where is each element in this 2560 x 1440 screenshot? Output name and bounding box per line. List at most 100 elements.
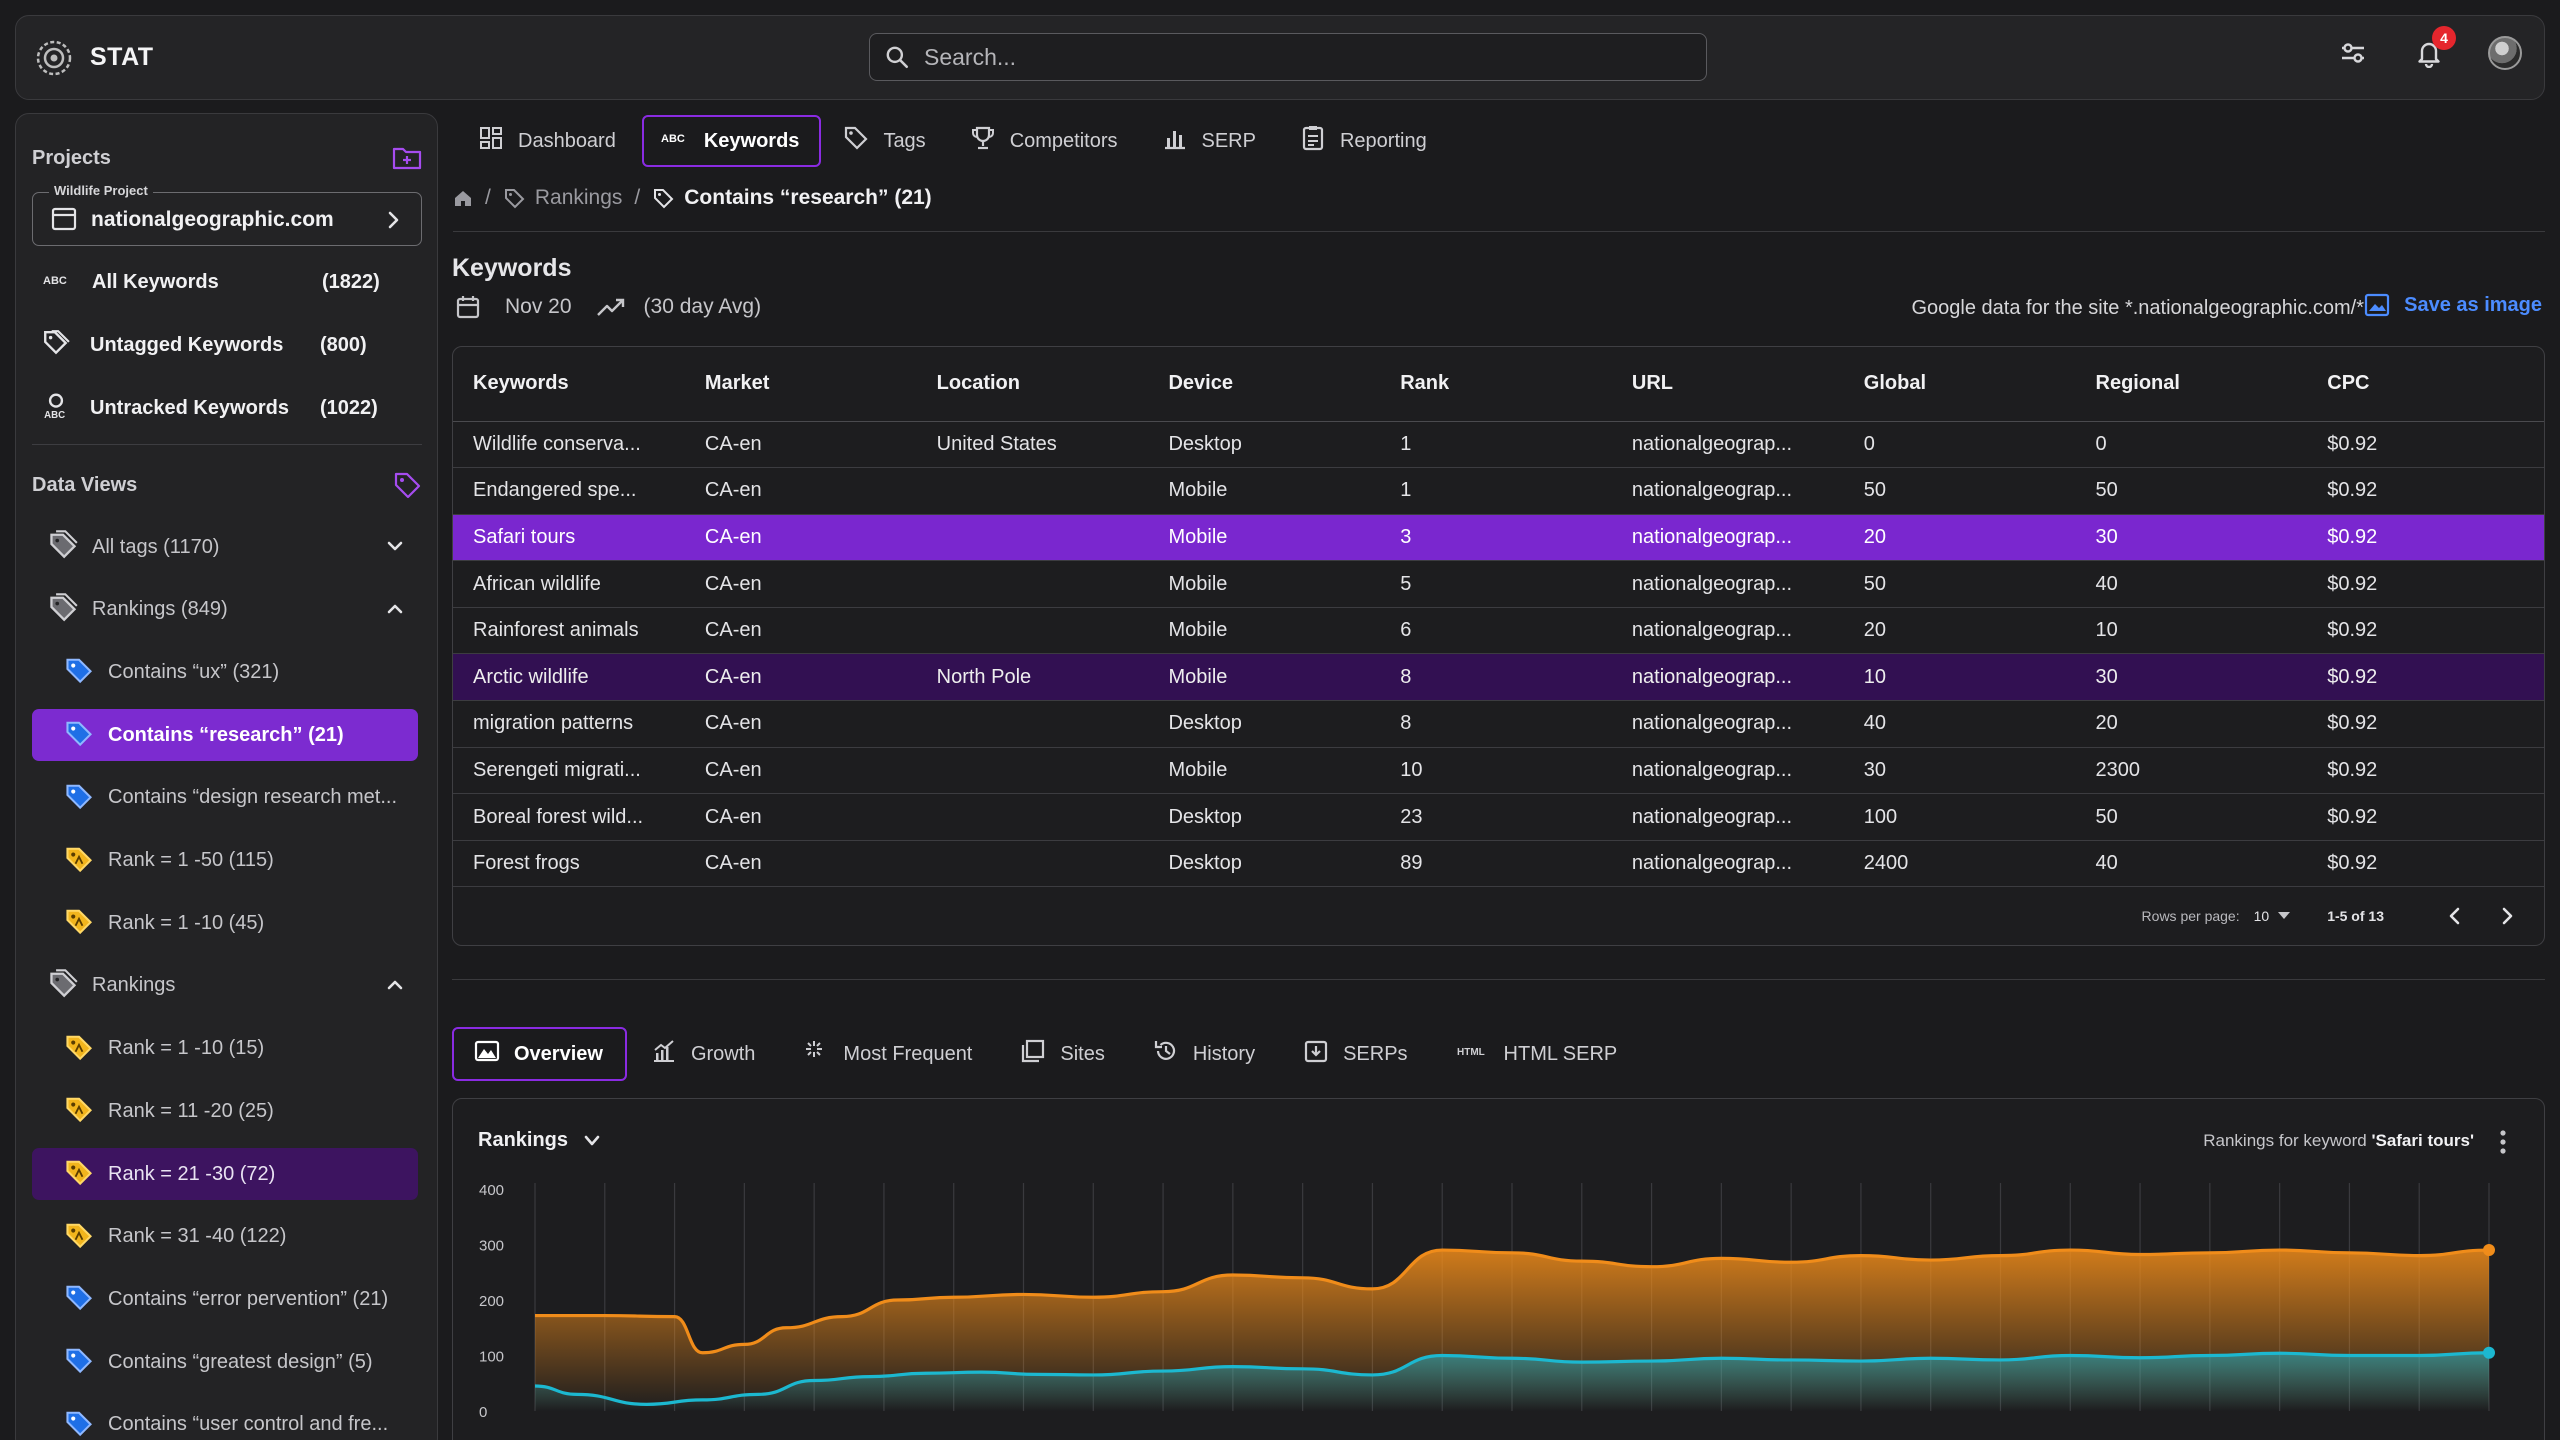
keyword-tag-icon	[64, 1281, 94, 1317]
table-row[interactable]: Endangered spe... CA-en Mobile 1 nationalgeo…	[453, 467, 2544, 515]
date-row: Nov 20 (30 day Avg)	[455, 294, 761, 320]
data-view-item[interactable]: Contains “ux” (321)	[32, 646, 418, 698]
chevron-up-icon[interactable]	[384, 598, 406, 620]
data-view-item[interactable]: Rankings (849)	[32, 584, 418, 636]
table-row[interactable]: Rainforest animals CA-en Mobile 6 nationalge…	[453, 607, 2544, 655]
subtab-most-frequent[interactable]: Most Frequent	[781, 1027, 996, 1081]
tab-label: Dashboard	[518, 129, 616, 152]
add-folder-icon[interactable]	[392, 144, 422, 172]
table-row[interactable]: Safari tours CA-en Mobile 3 nationalgeograp.…	[453, 514, 2544, 562]
more-vertical-icon[interactable]	[2498, 1129, 2508, 1155]
save-as-image-button[interactable]: Save as image	[2364, 293, 2542, 317]
keyword-group-item[interactable]: Untagged Keywords (800)	[42, 325, 422, 365]
project-selector[interactable]: Wildlife Project nationalgeographic.com	[32, 183, 422, 246]
data-view-item[interactable]: Rank = 21 -30 (72)	[32, 1148, 418, 1200]
rank-tag-icon	[64, 905, 94, 941]
app-name: STAT	[90, 43, 154, 71]
untracked-icon: ABC	[42, 392, 70, 425]
notifications-button[interactable]: 4	[2410, 26, 2456, 72]
subtab-history[interactable]: History	[1131, 1027, 1279, 1081]
table-cell: 50	[2075, 793, 2308, 841]
table-cell: 0	[1843, 421, 2076, 469]
prev-page-button[interactable]	[2440, 901, 2470, 931]
column-header[interactable]: Keywords	[453, 347, 685, 422]
table-row[interactable]: Boreal forest wild... CA-en Desktop 23 natio…	[453, 793, 2544, 841]
data-view-item[interactable]: Contains “research” (21)	[32, 709, 418, 762]
table-cell: Desktop	[1148, 840, 1381, 888]
data-view-item[interactable]: Contains “user control and fre...	[32, 1399, 418, 1440]
column-header[interactable]: Device	[1148, 347, 1381, 422]
svg-text:ABC: ABC	[44, 409, 65, 419]
table-row[interactable]: Serengeti migrati... CA-en Mobile 10 nationa…	[453, 747, 2544, 795]
tab-serp[interactable]: SERP	[1144, 115, 1278, 167]
table-cell: nationalgeograp...	[1611, 421, 1844, 469]
tab-reporting[interactable]: Reporting	[1282, 115, 1449, 167]
subtab-sites[interactable]: Sites	[998, 1027, 1128, 1081]
page-title: Keywords	[452, 254, 572, 282]
subtab-growth[interactable]: Growth	[629, 1027, 779, 1081]
table-row[interactable]: migration patterns CA-en Desktop 8 nationalg…	[453, 700, 2544, 748]
add-tag-icon[interactable]	[392, 470, 422, 500]
subtab-overview[interactable]: Overview	[452, 1027, 627, 1081]
chevron-up-icon[interactable]	[384, 974, 406, 996]
table-row[interactable]: African wildlife CA-en Mobile 5 nationalgeog…	[453, 560, 2544, 608]
column-header[interactable]: Global	[1843, 347, 2076, 422]
chevron-right-icon	[388, 211, 399, 229]
next-page-button[interactable]	[2492, 901, 2522, 931]
caret-down-icon[interactable]	[2277, 911, 2291, 921]
tab-tags[interactable]: Tags	[825, 115, 947, 167]
tab-dashboard[interactable]: Dashboard	[460, 115, 638, 167]
table-cell: 89	[1380, 840, 1612, 888]
avatar	[2488, 36, 2522, 70]
subtab-serps[interactable]: SERPs	[1281, 1027, 1431, 1081]
data-view-item[interactable]: Rank = 31 -40 (122)	[32, 1211, 418, 1263]
calendar-icon[interactable]	[455, 294, 481, 320]
table-row[interactable]: Arctic wildlife CA-en North Pole Mobile 8 nat…	[453, 653, 2544, 702]
keyword-tag-icon	[64, 654, 94, 690]
table-cell: 0	[2075, 421, 2308, 469]
table-cell	[916, 560, 1149, 608]
subtab-html-serp[interactable]: HTML HTML SERP	[1434, 1027, 1642, 1081]
table-row[interactable]: Forest frogs CA-en Desktop 89 nationalgeogra…	[453, 840, 2544, 888]
keyword-group-item[interactable]: ABC All Keywords (1822)	[42, 262, 422, 302]
data-view-item[interactable]: All tags (1170)	[32, 521, 418, 573]
data-view-item[interactable]: Rank = 11 -20 (25)	[32, 1085, 418, 1137]
data-view-item[interactable]: Contains “error pervention” (21)	[32, 1273, 418, 1325]
tab-keywords[interactable]: ABC Keywords	[641, 115, 822, 167]
search-box[interactable]	[869, 33, 1707, 81]
brand[interactable]: STAT	[36, 40, 154, 76]
table-cell: Mobile	[1148, 607, 1381, 655]
chart-metric-dropdown[interactable]: Rankings	[478, 1129, 602, 1152]
data-view-item[interactable]: Rank = 1 -50 (115)	[32, 835, 418, 887]
sparkle-icon	[803, 1038, 829, 1070]
breadcrumb-parent[interactable]: Rankings	[503, 186, 622, 210]
table-cell: nationalgeograp...	[1611, 793, 1844, 841]
table-cell	[916, 467, 1149, 515]
table-row[interactable]: Wildlife conserva... CA-en United States De…	[453, 421, 2544, 469]
projects-title: Projects	[32, 146, 111, 169]
keyword-group-item[interactable]: ABC Untracked Keywords (1022)	[42, 388, 422, 428]
data-view-item[interactable]: Contains “greatest design” (5)	[32, 1336, 418, 1388]
selected-date[interactable]: Nov 20	[505, 295, 572, 318]
table-cell: CA-en	[684, 421, 917, 469]
column-header[interactable]: Market	[684, 347, 917, 422]
filter-settings-button[interactable]	[2334, 34, 2372, 72]
column-header[interactable]: Rank	[1380, 347, 1612, 422]
column-header[interactable]: CPC	[2307, 347, 2544, 422]
rows-per-page-select[interactable]: 10	[2253, 908, 2270, 924]
data-view-item[interactable]: Rank = 1 -10 (45)	[32, 897, 418, 949]
table-cell: 5	[1380, 560, 1612, 608]
column-header[interactable]: URL	[1611, 347, 1844, 422]
data-view-item[interactable]: Rankings	[32, 960, 418, 1012]
tab-competitors[interactable]: Competitors	[952, 115, 1140, 167]
home-icon[interactable]	[453, 188, 473, 208]
column-header[interactable]: Regional	[2075, 347, 2308, 422]
column-header[interactable]: Location	[916, 347, 1149, 422]
site-data-note: Google data for the site *.nationalgeogr…	[1911, 297, 2364, 319]
user-menu-button[interactable]	[2486, 34, 2524, 72]
chevron-down-icon[interactable]	[384, 535, 406, 557]
search-input[interactable]	[924, 43, 1684, 71]
save-as-image-label: Save as image	[2404, 293, 2542, 316]
data-view-item[interactable]: Contains “design research met...	[32, 772, 418, 824]
data-view-item[interactable]: Rank = 1 -10 (15)	[32, 1023, 418, 1075]
